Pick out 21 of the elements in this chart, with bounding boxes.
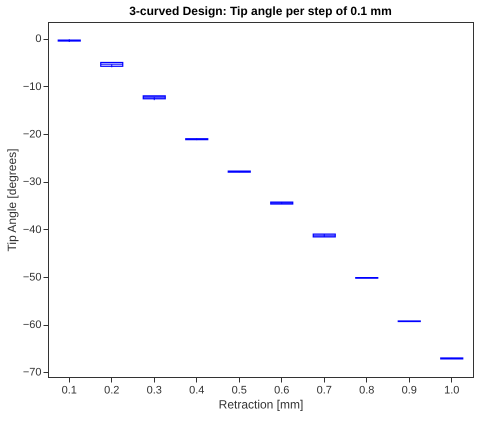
x-tick-label: 0.6 <box>274 384 290 396</box>
x-tick-label: 0.9 <box>402 384 417 396</box>
x-tick-label: 0.8 <box>359 384 374 396</box>
y-tick-label: −20 <box>22 128 42 140</box>
x-tick-label: 0.3 <box>146 384 162 396</box>
y-tick-label: −60 <box>22 319 42 332</box>
y-tick-label: −10 <box>22 80 42 93</box>
x-tick-label: 0.4 <box>189 384 204 396</box>
x-tick-label: 0.7 <box>316 384 332 396</box>
y-tick-label: −70 <box>22 366 42 379</box>
y-tick-label: −50 <box>22 271 42 284</box>
chart-title: 3-curved Design: Tip angle per step of 0.1 mm <box>129 4 392 18</box>
y-tick-label: −30 <box>22 176 42 188</box>
y-axis-title: Tip Angle [degrees] <box>4 148 19 252</box>
x-tick-label: 1.0 <box>444 384 460 396</box>
x-tick-label: 0.1 <box>62 384 77 396</box>
x-tick-label: 0.5 <box>232 384 247 396</box>
x-tick-label: 0.2 <box>104 384 120 396</box>
x-axis-title: Retraction [mm] <box>218 398 304 412</box>
y-tick-label: −40 <box>22 224 42 236</box>
y-tick-label: 0 <box>35 33 42 46</box>
